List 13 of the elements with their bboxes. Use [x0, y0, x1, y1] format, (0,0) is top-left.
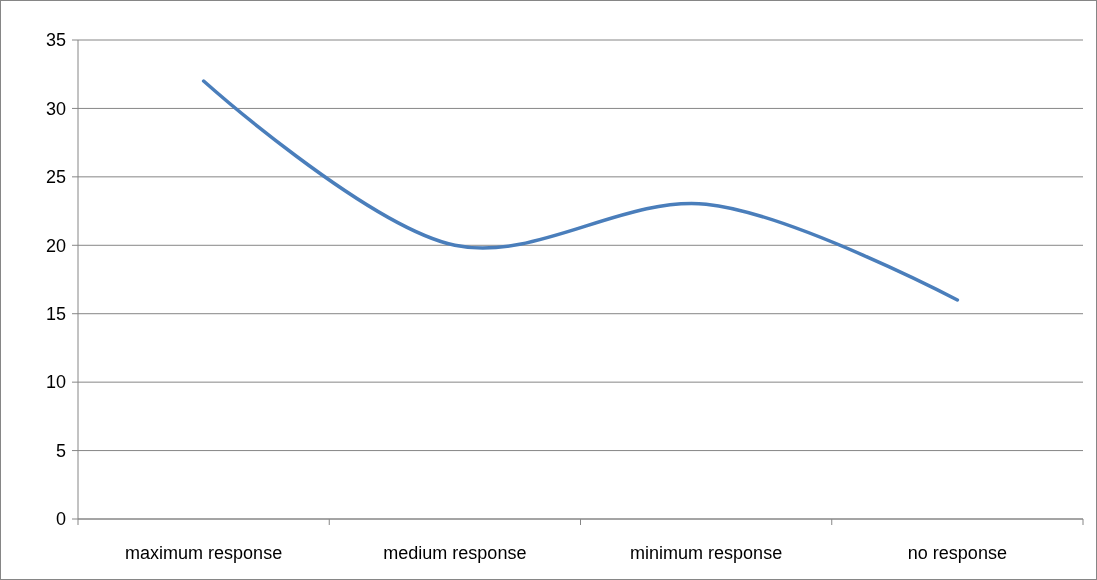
y-tick-label: 0 [55, 509, 66, 530]
x-tick-label: no response [907, 543, 1007, 563]
x-tick-label: medium response [383, 543, 527, 563]
x-tick-label: minimum response [630, 543, 783, 563]
y-tick-label: 35 [45, 30, 66, 51]
y-tick-label: 30 [45, 98, 66, 119]
x-tick-label: maximum response [125, 543, 283, 563]
y-tick-label: 25 [45, 167, 66, 188]
y-tick-label: 15 [45, 304, 66, 325]
y-tick-label: 20 [45, 235, 66, 256]
y-tick-label: 10 [45, 372, 66, 393]
y-tick-label: 5 [55, 440, 66, 461]
line-series [201, 79, 960, 302]
